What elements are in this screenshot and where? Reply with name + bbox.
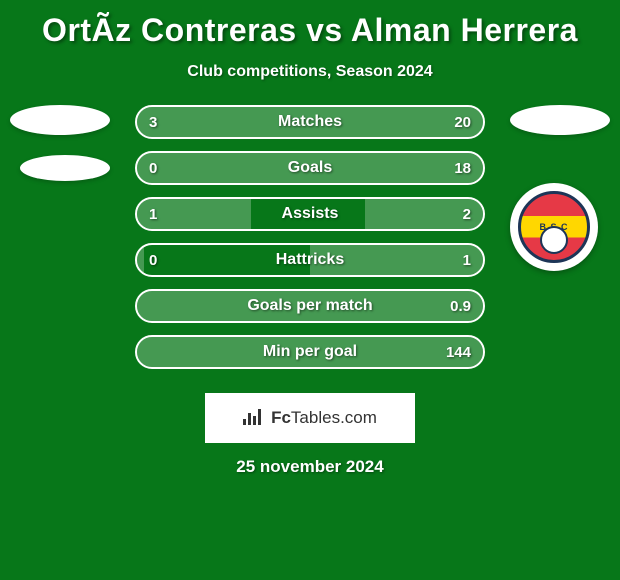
player2-badge-placeholder <box>510 105 610 135</box>
date-label: 25 november 2024 <box>0 457 620 477</box>
stat-row-matches: 3 Matches 20 <box>135 105 485 139</box>
stat-row-hattricks: 0 Hattricks 1 <box>135 243 485 277</box>
footer-logo[interactable]: FcTables.com <box>205 393 415 443</box>
stat-value-right: 2 <box>463 206 471 223</box>
club-badge-shield: B.S.C <box>518 191 590 263</box>
subtitle: Club competitions, Season 2024 <box>0 63 620 81</box>
club-badge-ball-icon <box>540 226 568 254</box>
stats-area: B.S.C 3 Matches 20 0 Goals 18 1 Assists … <box>0 105 620 381</box>
stat-value-right: 0.9 <box>450 298 471 315</box>
stat-label: Goals per match <box>137 297 483 315</box>
footer-brand-text: FcTables.com <box>271 408 377 428</box>
stat-value-right: 18 <box>454 160 471 177</box>
stat-label: Assists <box>137 205 483 223</box>
page-title: OrtÃ­z Contreras vs Alman Herrera <box>0 0 620 49</box>
player1-badge-placeholder-2 <box>20 155 110 181</box>
stat-label: Goals <box>137 159 483 177</box>
left-player-badges <box>10 105 110 201</box>
player1-badge-placeholder-1 <box>10 105 110 135</box>
stat-label: Matches <box>137 113 483 131</box>
stat-row-min-per-goal: Min per goal 144 <box>135 335 485 369</box>
right-player-badges: B.S.C <box>510 105 610 271</box>
stat-row-assists: 1 Assists 2 <box>135 197 485 231</box>
stat-value-right: 144 <box>446 344 471 361</box>
club-badge: B.S.C <box>510 183 598 271</box>
stat-label: Hattricks <box>137 251 483 269</box>
stat-row-goals: 0 Goals 18 <box>135 151 485 185</box>
stat-label: Min per goal <box>137 343 483 361</box>
stat-value-right: 20 <box>454 114 471 131</box>
stat-value-right: 1 <box>463 252 471 269</box>
stat-bars: 3 Matches 20 0 Goals 18 1 Assists 2 0 Ha… <box>135 105 485 381</box>
stat-row-goals-per-match: Goals per match 0.9 <box>135 289 485 323</box>
bar-chart-icon <box>243 407 265 429</box>
